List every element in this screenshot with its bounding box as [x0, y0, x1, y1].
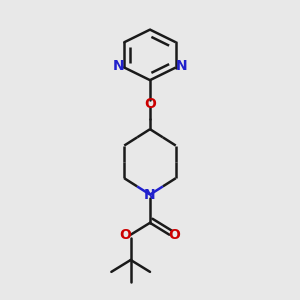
- Text: O: O: [144, 97, 156, 111]
- Text: O: O: [119, 228, 131, 242]
- Text: N: N: [113, 59, 125, 73]
- Text: O: O: [169, 228, 181, 242]
- Text: N: N: [175, 59, 187, 73]
- Text: N: N: [144, 188, 156, 202]
